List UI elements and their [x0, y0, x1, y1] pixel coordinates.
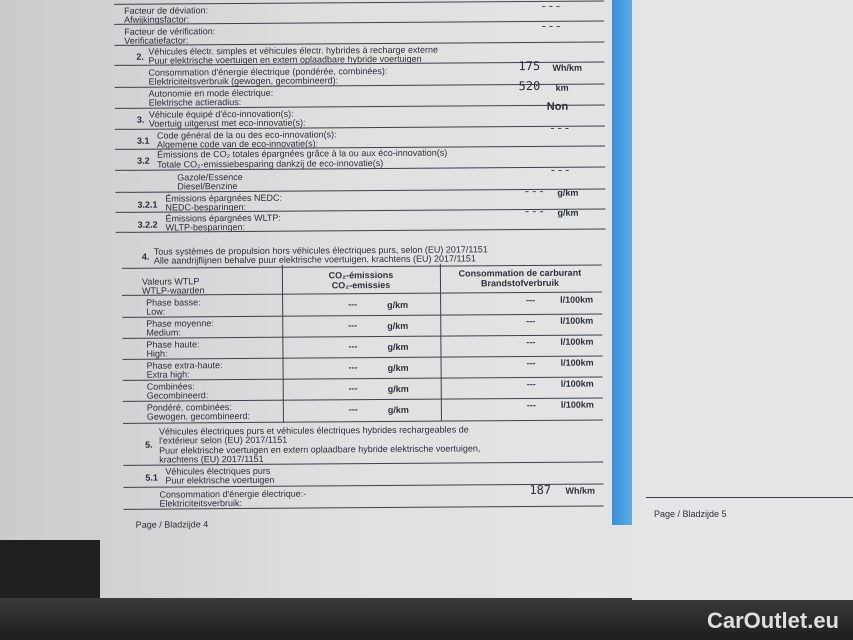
section-2-number: 2.: [136, 51, 144, 62]
consumption2-value: 187: [529, 482, 552, 498]
section-4-nl: Alle aandrijflijnen behalve puur elektri…: [153, 253, 476, 266]
consumption2-nl: Elektriciteitsverbruik:: [159, 498, 243, 509]
verification-value: ---: [540, 18, 562, 33]
fuel-unit: l/100km: [560, 336, 594, 347]
section-3-2-1-value: ---: [523, 183, 546, 199]
section-3-1-number: 3.1: [136, 135, 150, 146]
range-unit: km: [555, 82, 569, 93]
page-footer: Page / Bladzijde 4: [135, 519, 209, 530]
blue-edge-strip: [612, 0, 632, 525]
section-5-number: 5.: [145, 439, 153, 450]
row-label-nl: Gecombineerd:: [146, 390, 209, 401]
section-3-number: 3.: [136, 114, 145, 125]
fuel-unit: l/100km: [560, 378, 594, 389]
document-page-5: Page / Bladzijde 5: [632, 0, 853, 600]
section-3-value: Non: [546, 100, 569, 113]
fuel-value: ---: [526, 336, 536, 348]
section-4-number: 4.: [141, 251, 150, 262]
co2-unit: g/km: [387, 362, 409, 374]
divider: [114, 0, 605, 5]
row-label-nl: Medium:: [146, 327, 181, 338]
fuel-value: ---: [549, 162, 571, 177]
fuel-value: ---: [526, 294, 536, 306]
row-label-nl: Gewogen, gecombineerd:: [146, 410, 251, 422]
fuel-unit: l/100km: [560, 294, 594, 305]
fuel-value: ---: [526, 315, 536, 327]
section-3-2-2-unit: g/km: [557, 207, 579, 218]
fuel-unit: l/100km: [560, 399, 594, 410]
section-3-2-2-value: ---: [523, 203, 546, 219]
co2-unit: g/km: [387, 320, 409, 332]
fuel-value: ---: [526, 378, 536, 390]
section-3-2-number: 3.2: [137, 155, 150, 166]
fuel-value: ---: [526, 357, 536, 369]
co2-value: ---: [348, 362, 358, 373]
range-nl: Elektrische actieradius:: [148, 97, 242, 108]
section-3-1-value: ---: [548, 120, 571, 135]
section-3-2-1-number: 3.2.1: [137, 199, 158, 210]
co2-unit: g/km: [387, 341, 409, 353]
document-page-4: --- Facteur de déviation: Afwijkingsfact…: [100, 0, 616, 600]
section-3-2-2-number: 3.2.2: [137, 219, 158, 230]
consumption-value: 175: [518, 58, 541, 74]
consumption2-unit: Wh/km: [565, 485, 595, 496]
fuel-nl: Diesel/Benzine: [177, 181, 238, 192]
section-5-1-nl: Puur elektrische voertuigen: [165, 474, 275, 486]
section-5-1-number: 5.1: [145, 472, 158, 483]
section-3-2-1-unit: g/km: [557, 187, 579, 198]
fuel-value: ---: [526, 399, 536, 411]
dark-surface-bottom: [0, 598, 853, 640]
divider: [646, 497, 853, 498]
header-co2-nl: CO₂-emissies: [331, 279, 391, 291]
row-label-nl: High:: [146, 348, 168, 359]
co2-value: ---: [348, 341, 358, 352]
deviation-value: ---: [540, 0, 562, 13]
co2-unit: g/km: [387, 383, 409, 395]
table-row: Pondéré, combinées: Gewogen, gecombineer…: [103, 398, 615, 424]
fuel-unit: l/100km: [560, 315, 594, 326]
consumption-unit: Wh/km: [552, 62, 583, 73]
page-footer: Page / Bladzijde 5: [654, 509, 727, 519]
co2-value: ---: [348, 404, 358, 415]
co2-value: ---: [348, 299, 358, 310]
co2-value: ---: [348, 320, 358, 331]
co2-unit: g/km: [387, 299, 409, 311]
fuel-unit: l/100km: [560, 357, 594, 368]
co2-unit: g/km: [387, 404, 409, 416]
header-fuel-nl: Brandstofverbruik: [480, 277, 560, 289]
watermark-logo: CarOutlet.eu: [706, 608, 839, 633]
co2-value: ---: [348, 383, 358, 394]
row-label-nl: Low:: [146, 306, 166, 317]
row-label-nl: Extra high:: [146, 369, 190, 380]
range-value: 520: [518, 78, 541, 94]
